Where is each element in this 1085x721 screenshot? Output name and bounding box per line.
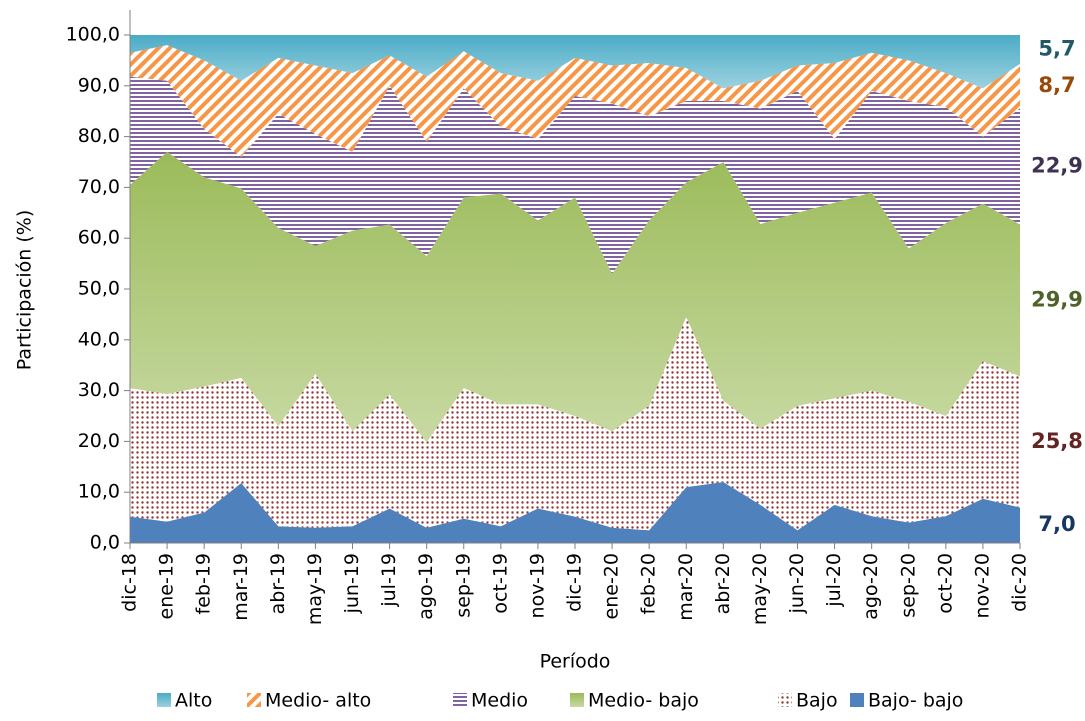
area <box>130 76 1020 274</box>
x-tick-label: ene-20 <box>601 553 623 619</box>
x-tick-label: jul-19 <box>378 553 400 608</box>
y-tick-label: 80,0 <box>78 125 120 147</box>
y-tick-label: 30,0 <box>78 379 120 401</box>
x-tick-label: mar-19 <box>230 553 252 621</box>
y-tick-label: 100,0 <box>66 24 120 46</box>
y-tick-label: 40,0 <box>78 328 120 350</box>
x-tick-label: jun-19 <box>341 553 363 614</box>
x-tick-label: dic-19 <box>564 553 586 612</box>
area <box>130 316 1020 531</box>
x-tick-label: nov-19 <box>526 553 548 618</box>
end-label: 7,0 <box>1038 512 1075 536</box>
x-tick-label: ene-19 <box>156 553 178 619</box>
end-label: 8,7 <box>1038 73 1075 97</box>
y-tick-label: 60,0 <box>78 227 120 249</box>
x-tick-label: mar-20 <box>675 553 697 621</box>
legend-label: Medio- bajo <box>588 690 699 712</box>
area <box>130 35 1020 89</box>
x-tick-label: feb-20 <box>638 553 660 614</box>
x-tick-label: oct-19 <box>489 553 511 614</box>
x-tick-label: jul-20 <box>823 553 845 608</box>
legend-swatch <box>778 693 792 707</box>
end-label: 22,9 <box>1031 153 1083 177</box>
y-tick-label: 90,0 <box>78 74 120 96</box>
x-tick-label: oct-20 <box>934 553 956 614</box>
x-axis-title: Período <box>540 651 611 673</box>
legend-swatch <box>570 693 584 707</box>
y-tick-label: 0,0 <box>90 532 120 554</box>
x-tick-label: may-20 <box>749 553 771 625</box>
legend-swatch <box>850 693 864 707</box>
x-tick-label: sep-19 <box>452 553 474 618</box>
y-tick-label: 70,0 <box>78 176 120 198</box>
x-tick-label: may-19 <box>304 553 326 625</box>
x-tick-label: ago-20 <box>860 553 882 620</box>
x-tick-label: abr-20 <box>712 553 734 614</box>
legend-swatch <box>453 693 467 707</box>
end-label: 25,8 <box>1031 429 1083 453</box>
legend-label: Medio- alto <box>265 690 371 712</box>
y-tick-label: 20,0 <box>78 430 120 452</box>
legend-label: Alto <box>175 690 212 712</box>
x-tick-label: abr-19 <box>267 553 289 614</box>
x-tick-label: jun-20 <box>786 553 808 614</box>
legend-label: Medio <box>471 690 528 712</box>
legend-swatch <box>157 693 171 707</box>
area <box>130 151 1020 443</box>
legend-label: Bajo <box>796 690 838 712</box>
x-tick-label: dic-18 <box>119 553 141 612</box>
x-tick-label: feb-19 <box>193 553 215 614</box>
x-tick-label: dic-20 <box>1009 553 1031 612</box>
end-label: 29,9 <box>1031 287 1083 311</box>
area <box>130 482 1020 543</box>
x-tick-label: sep-20 <box>897 553 919 618</box>
x-tick-label: nov-20 <box>971 553 993 618</box>
y-tick-label: 50,0 <box>78 278 120 300</box>
x-tick-label: ago-19 <box>415 553 437 620</box>
end-label: 5,7 <box>1038 36 1075 60</box>
legend-label: Bajo- bajo <box>868 690 963 712</box>
y-tick-label: 10,0 <box>78 481 120 503</box>
legend-swatch <box>247 693 261 707</box>
y-axis-title: Participación (%) <box>14 210 36 371</box>
